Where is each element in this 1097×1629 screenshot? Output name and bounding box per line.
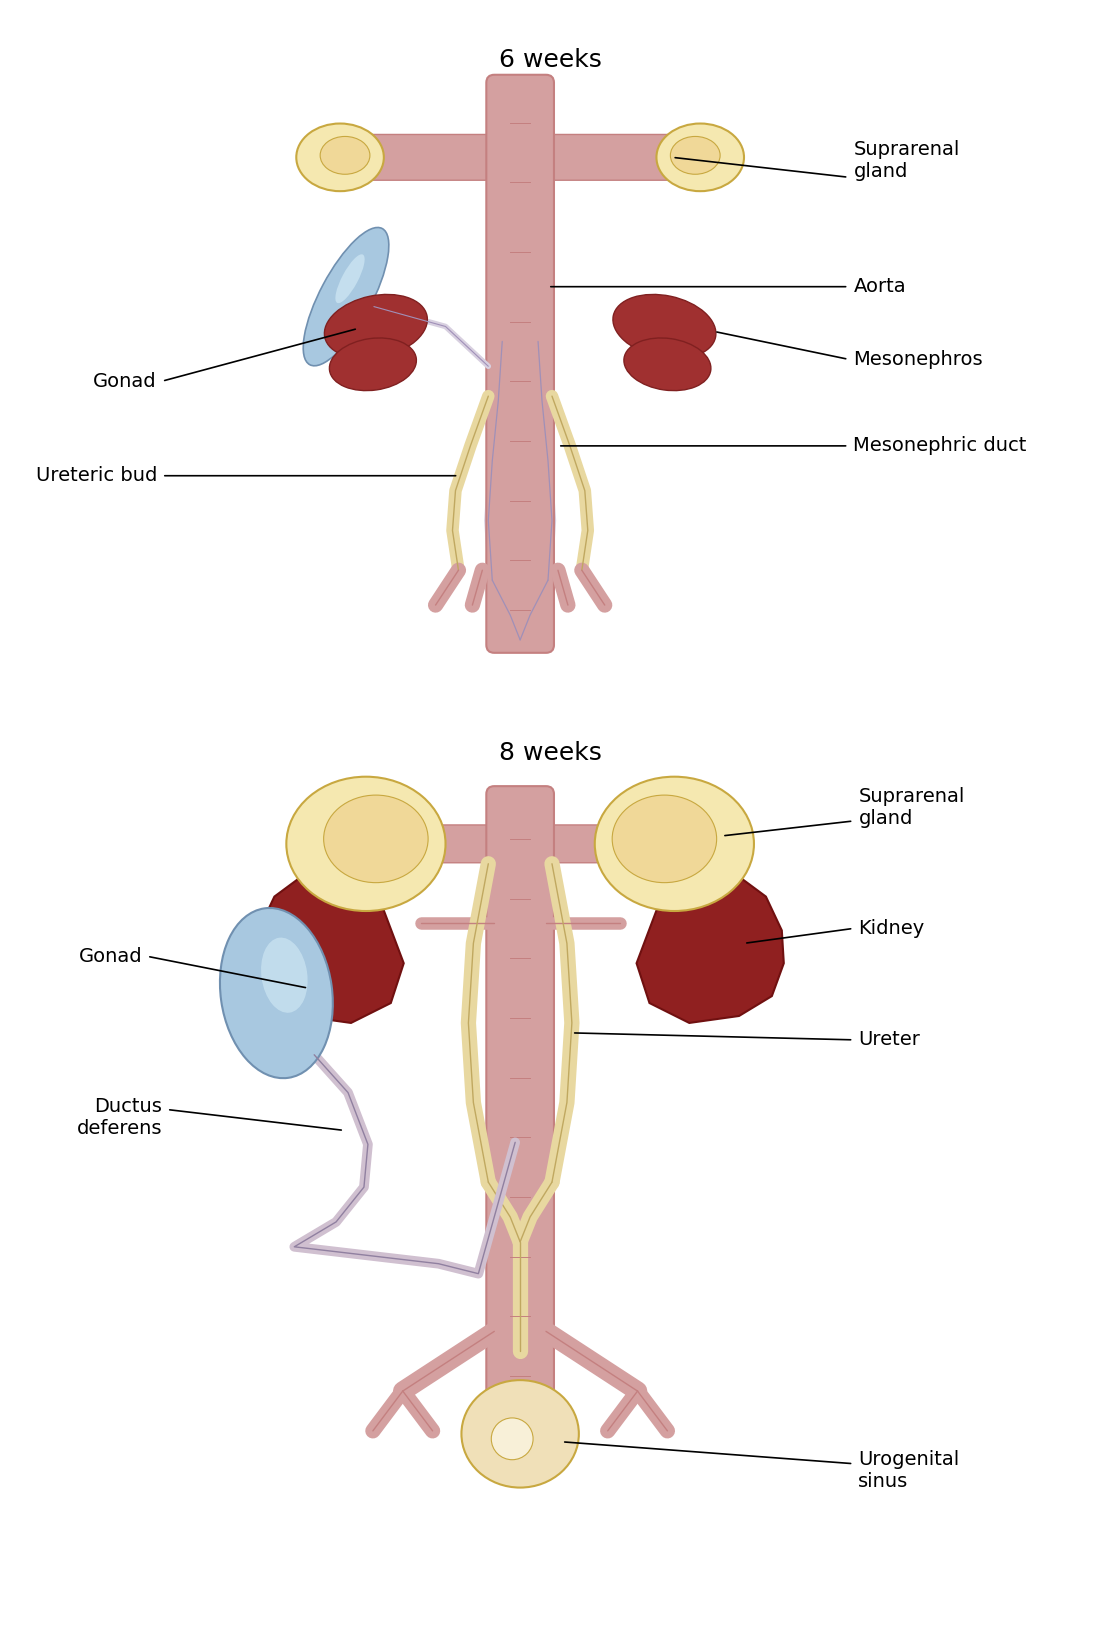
FancyBboxPatch shape	[541, 824, 660, 863]
Text: Kidney: Kidney	[859, 919, 925, 938]
Ellipse shape	[261, 938, 307, 1013]
Ellipse shape	[303, 228, 388, 367]
FancyBboxPatch shape	[324, 135, 501, 181]
Ellipse shape	[329, 337, 417, 391]
Ellipse shape	[613, 295, 716, 358]
Text: Ureter: Ureter	[859, 1031, 920, 1049]
Ellipse shape	[462, 1380, 579, 1487]
Ellipse shape	[670, 137, 720, 174]
Ellipse shape	[296, 124, 384, 191]
Ellipse shape	[286, 777, 445, 911]
FancyBboxPatch shape	[539, 135, 717, 181]
Ellipse shape	[325, 295, 428, 358]
Ellipse shape	[320, 137, 370, 174]
Ellipse shape	[612, 795, 716, 883]
FancyBboxPatch shape	[380, 824, 499, 863]
Text: Urogenital
sinus: Urogenital sinus	[859, 1450, 960, 1491]
Text: Aorta: Aorta	[853, 277, 906, 296]
Text: 6 weeks: 6 weeks	[498, 47, 601, 72]
Text: Suprarenal
gland: Suprarenal gland	[853, 140, 960, 181]
Text: Ureteric bud: Ureteric bud	[35, 466, 157, 485]
FancyBboxPatch shape	[486, 787, 554, 1424]
Text: 8 weeks: 8 weeks	[498, 741, 601, 766]
Polygon shape	[636, 873, 783, 1023]
Text: Ductus
deferens: Ductus deferens	[77, 1096, 162, 1139]
Ellipse shape	[624, 337, 711, 391]
Ellipse shape	[656, 124, 744, 191]
Text: Suprarenal
gland: Suprarenal gland	[859, 787, 964, 828]
Polygon shape	[257, 873, 404, 1023]
Ellipse shape	[336, 254, 364, 303]
FancyBboxPatch shape	[486, 75, 554, 653]
Ellipse shape	[595, 777, 754, 911]
Text: Gonad: Gonad	[79, 946, 143, 966]
Ellipse shape	[491, 1417, 533, 1460]
Ellipse shape	[219, 907, 332, 1078]
Text: Gonad: Gonad	[93, 371, 157, 391]
Ellipse shape	[324, 795, 428, 883]
Text: Mesonephros: Mesonephros	[853, 350, 983, 368]
Text: Mesonephric duct: Mesonephric duct	[853, 437, 1027, 456]
